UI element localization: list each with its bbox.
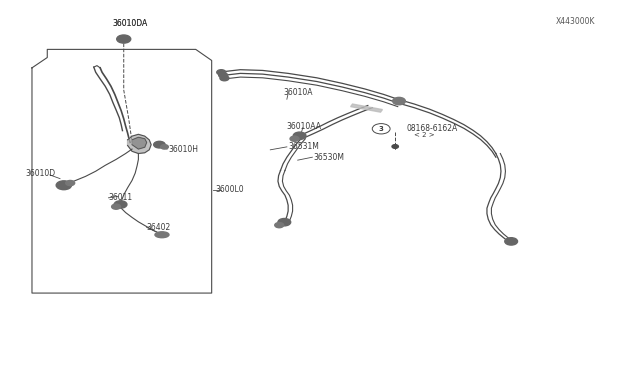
Circle shape: [393, 97, 405, 105]
Text: 36010AA: 36010AA: [287, 122, 322, 131]
Circle shape: [161, 145, 168, 149]
Circle shape: [293, 132, 306, 140]
Circle shape: [66, 180, 75, 186]
Circle shape: [275, 222, 284, 228]
Text: 36530M: 36530M: [314, 153, 344, 162]
Circle shape: [154, 141, 165, 148]
Circle shape: [278, 218, 291, 226]
Ellipse shape: [155, 232, 169, 238]
Circle shape: [116, 35, 131, 43]
Text: 36010DA: 36010DA: [113, 19, 148, 28]
Text: 36010DA: 36010DA: [113, 19, 148, 28]
Text: 08168-6162A: 08168-6162A: [406, 124, 457, 133]
Text: 36402: 36402: [147, 223, 171, 232]
Circle shape: [290, 136, 299, 141]
Text: 36531M: 36531M: [288, 142, 319, 151]
Text: 36011: 36011: [108, 193, 132, 202]
Text: 36010A: 36010A: [283, 88, 312, 97]
Text: 3600L0: 3600L0: [216, 185, 244, 194]
Text: X443000K: X443000K: [556, 17, 595, 26]
Circle shape: [114, 201, 127, 208]
Circle shape: [505, 238, 518, 245]
Text: 36010D: 36010D: [26, 169, 56, 178]
Circle shape: [217, 70, 226, 75]
Circle shape: [219, 73, 228, 78]
Circle shape: [56, 181, 72, 190]
Circle shape: [111, 204, 120, 209]
Polygon shape: [132, 137, 147, 149]
Text: < 2 >: < 2 >: [414, 132, 435, 138]
Circle shape: [392, 145, 398, 148]
Polygon shape: [127, 134, 151, 154]
Text: 36010H: 36010H: [168, 145, 198, 154]
Circle shape: [220, 76, 229, 81]
Text: 3: 3: [379, 126, 383, 132]
Polygon shape: [351, 104, 383, 112]
